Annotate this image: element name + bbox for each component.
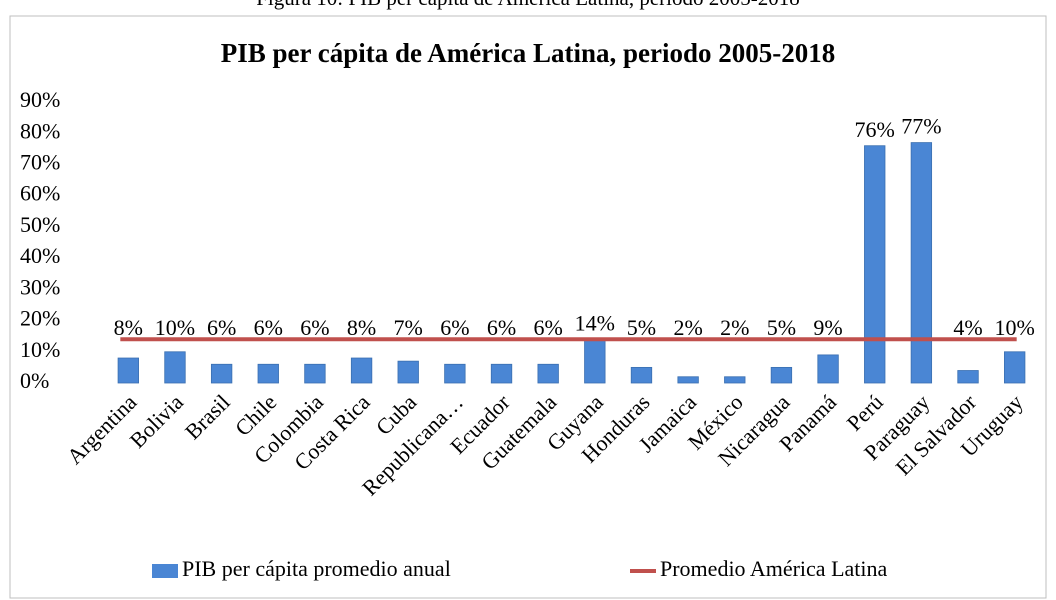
bar <box>490 363 513 384</box>
data-label: 5% <box>767 315 796 340</box>
bar <box>770 366 793 384</box>
y-tick-label: 90% <box>20 87 60 112</box>
data-label: 6% <box>487 315 516 340</box>
legend-label: PIB per cápita promedio anual <box>182 556 451 581</box>
bar <box>864 145 886 384</box>
chart-border <box>9 15 1047 599</box>
bar <box>397 360 419 384</box>
y-tick-label: 40% <box>20 243 60 268</box>
data-label: 77% <box>901 114 941 139</box>
data-label: 10% <box>155 315 195 340</box>
y-tick-label: 0% <box>20 368 49 393</box>
bar <box>677 376 699 384</box>
data-label: 6% <box>254 315 283 340</box>
data-label: 6% <box>207 315 236 340</box>
y-tick-label: 50% <box>20 212 60 237</box>
chart-title: PIB per cápita de América Latina, period… <box>221 38 835 68</box>
data-label: 9% <box>813 315 842 340</box>
data-label: 2% <box>720 315 749 340</box>
y-tick-label: 10% <box>20 337 60 362</box>
data-label: 8% <box>347 315 376 340</box>
y-tick-label: 60% <box>20 181 60 206</box>
bar <box>304 363 326 384</box>
bar <box>630 366 653 384</box>
bar <box>910 142 933 384</box>
data-label: 6% <box>440 315 469 340</box>
y-tick-label: 80% <box>20 118 60 143</box>
y-tick-label: 70% <box>20 149 60 174</box>
bar <box>537 363 559 384</box>
bar <box>257 363 279 384</box>
bar <box>350 357 373 384</box>
figure-caption: Figura 10: PIB per cápita de América Lat… <box>256 0 800 10</box>
bar <box>724 376 746 384</box>
data-label: 10% <box>995 315 1035 340</box>
y-tick-label: 30% <box>20 274 60 299</box>
data-label: 76% <box>855 117 895 142</box>
bar <box>584 338 606 384</box>
bar <box>117 357 139 384</box>
data-label: 2% <box>673 315 702 340</box>
bar <box>817 354 839 384</box>
legend-swatch <box>152 564 178 578</box>
data-label: 14% <box>575 310 615 335</box>
data-label: 4% <box>953 315 982 340</box>
data-label: 6% <box>300 315 329 340</box>
bar <box>957 370 979 384</box>
bar <box>210 363 233 384</box>
bar <box>444 363 466 384</box>
y-tick-label: 20% <box>20 306 60 331</box>
legend-label: Promedio América Latina <box>660 556 887 581</box>
data-label: 7% <box>394 315 423 340</box>
data-label: 8% <box>114 315 143 340</box>
data-label: 5% <box>627 315 656 340</box>
bar <box>164 351 186 384</box>
bar <box>1004 351 1026 384</box>
data-label: 6% <box>534 315 563 340</box>
